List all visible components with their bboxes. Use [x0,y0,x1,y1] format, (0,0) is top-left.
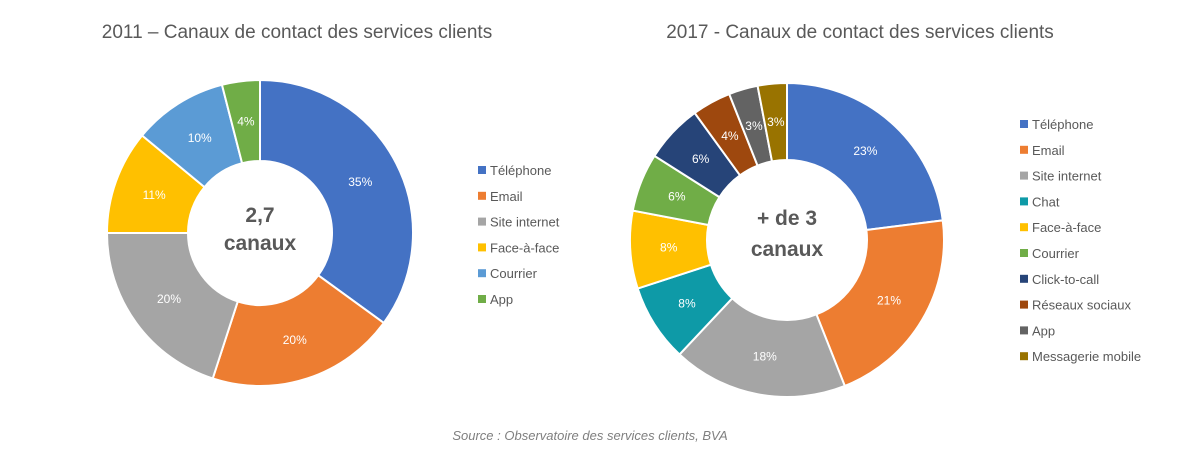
chart-2-legend: Téléphone Email Site internet Chat Face-à-fa… [1020,117,1141,364]
slice-label-email: 21% [877,293,901,307]
slice-label-email: 20% [283,333,307,347]
legend-label-courrier: Courrier [490,266,538,281]
slice-email [815,219,945,388]
legend-swatch-courrier [1020,249,1028,257]
legend-label-site-internet: Site internet [490,215,560,230]
legend-swatch-email [478,191,486,200]
slice-label-messagerie-mobile: 3% [767,115,785,129]
legend-label-site-internet: Site internet [1032,169,1102,184]
slice-label-face-a-face: 11% [143,188,166,202]
legend-swatch-telephone [478,166,486,174]
slice-site-internet [678,296,847,398]
legend-swatch-site-internet [1020,171,1028,180]
legend-swatch-site-internet [478,217,486,226]
legend-label-chat: Chat [1032,194,1060,209]
legend-label-email: Email [490,189,523,204]
slice-email [211,273,386,387]
legend-label-app: App [490,292,513,307]
legend-label-reseaux-sociaux: Réseaux sociaux [1032,298,1131,313]
chart-1-legend: Téléphone Email Site internet Face-à-face Co… [478,163,560,307]
slice-site-internet [105,232,240,380]
legend-label-messagerie-mobile: Messagerie mobile [1032,349,1141,364]
slice-label-site-internet: 20% [157,292,181,306]
chart-2-center-line-1: + de 3 [757,207,817,230]
legend-swatch-face-a-face [1020,223,1028,232]
legend-swatch-face-a-face [478,243,486,252]
slice-label-site-internet: 18% [753,349,777,363]
chart-1-title: 2011 – Canaux de contact des services cl… [102,22,492,43]
slice-label-chat: 8% [678,296,696,310]
legend-label-courrier: Courrier [1032,246,1080,261]
slice-app [220,78,261,165]
slice-telephone [786,81,944,232]
legend-label-face-a-face: Face-à-face [1032,220,1101,235]
chart-2-title: 2017 - Canaux de contact des services cl… [666,22,1054,43]
slice-label-telephone: 35% [348,175,372,189]
slice-messagerie-mobile [756,81,788,163]
slice-label-face-a-face: 8% [660,240,678,254]
legend-swatch-app [478,295,486,303]
slice-label-app: 3% [745,119,763,133]
legend-swatch-email [1020,145,1028,154]
slice-label-reseaux-sociaux: 4% [721,129,739,143]
legend-label-telephone: Téléphone [490,163,551,178]
slice-label-courrier: 10% [188,131,212,145]
legend-swatch-telephone [1020,120,1028,128]
legend-label-click-to-call: Click-to-call [1032,272,1099,287]
chart-2-center-line-2: canaux [751,238,824,261]
slice-label-click-to-call: 6% [692,152,710,166]
legend-swatch-click-to-call [1020,274,1028,283]
chart-1-center-line-2: canaux [224,232,297,255]
legend-swatch-courrier [478,269,486,278]
slice-label-telephone: 23% [853,144,877,158]
legend-swatch-chat [1020,197,1028,206]
slice-telephone [259,78,414,325]
slice-label-app: 4% [237,114,255,128]
legend-label-email: Email [1032,143,1065,158]
legend-label-telephone: Téléphone [1032,117,1093,132]
legend-label-app: App [1032,323,1055,338]
legend-label-face-a-face: Face-à-face [490,240,559,255]
legend-swatch-reseaux-sociaux [1020,300,1028,309]
donut-chart-2017: 23% 21% 18% 8% 8% 6% 6% 4% 3% 3% [629,81,945,398]
legend-swatch-messagerie-mobile [1020,352,1028,361]
source-note: Source : Observatoire des services clien… [452,428,727,443]
chart-1-center-line-1: 2,7 [245,204,274,227]
slice-label-courrier: 6% [668,189,686,203]
legend-swatch-app [1020,326,1028,335]
donut-chart-2011: 35% 20% 20% 11% 10% 4% [105,78,414,387]
